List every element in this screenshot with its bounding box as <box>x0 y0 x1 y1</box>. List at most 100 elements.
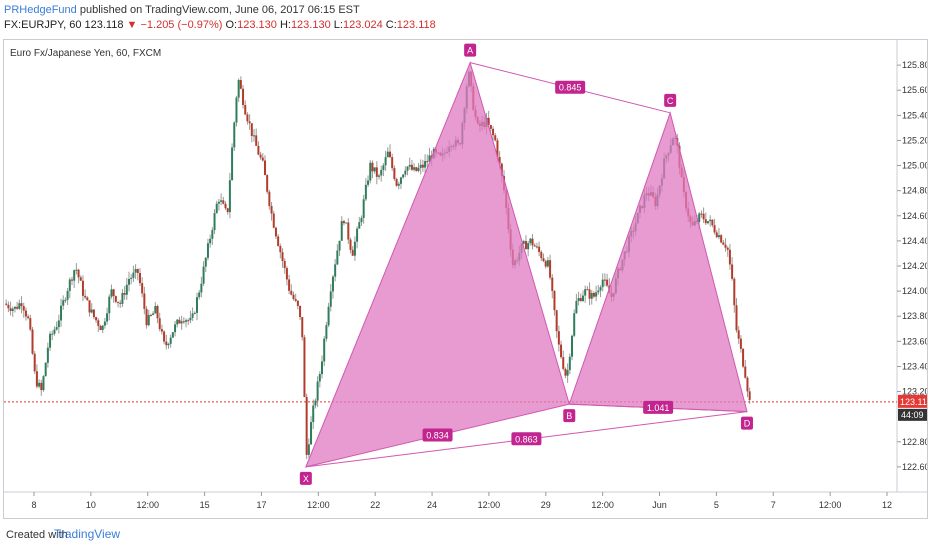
candle-body <box>75 269 78 271</box>
candle-body <box>404 170 407 175</box>
candle-body <box>527 243 530 250</box>
candle-body <box>268 191 271 206</box>
candle-body <box>310 422 313 445</box>
candle-body <box>353 241 356 256</box>
candle-body <box>535 246 538 248</box>
candle-body <box>84 295 87 298</box>
candle-body <box>575 300 578 314</box>
candle-body <box>373 167 376 172</box>
candle-body <box>176 319 179 325</box>
author-link[interactable]: PRHedgeFund <box>4 4 77 16</box>
candle-body <box>255 135 258 146</box>
candle-body <box>215 203 218 214</box>
price-tick-label: 125.200 <box>902 135 927 145</box>
candle-body <box>415 167 418 171</box>
candle-body <box>198 292 201 298</box>
candle-body <box>568 356 571 371</box>
candle-body <box>200 283 203 293</box>
candle-body <box>327 306 330 326</box>
candle-body <box>77 269 80 278</box>
tradingview-logo[interactable]: TradingView <box>54 527 121 541</box>
candle-body <box>213 213 216 231</box>
time-tick-label: 5 <box>714 500 719 510</box>
candle-body <box>395 178 398 186</box>
candle-body <box>294 299 297 301</box>
ratio-label-bd: 1.041 <box>647 403 670 413</box>
price-tick-label: 124.600 <box>902 211 927 221</box>
candle-body <box>130 277 133 280</box>
time-tick-label: 12:00 <box>136 500 159 510</box>
candle-body <box>748 391 751 400</box>
candle-body <box>285 268 288 280</box>
candle-body <box>419 164 422 168</box>
candle-body <box>141 283 144 294</box>
candle-body <box>16 306 19 309</box>
ratio-label-ac: 0.845 <box>559 83 582 93</box>
candle-body <box>744 366 747 378</box>
candle-body <box>296 300 299 306</box>
candle-body <box>35 371 38 387</box>
candle-body <box>597 290 600 293</box>
candle-body <box>584 289 587 296</box>
candle-body <box>60 305 63 321</box>
candle-body <box>494 135 497 141</box>
candle-body <box>44 362 47 377</box>
pattern-point-b: B <box>566 411 572 421</box>
candle-body <box>9 308 12 311</box>
candle-body <box>704 219 707 224</box>
candle-body <box>369 162 372 181</box>
ratio-label-box <box>643 400 674 414</box>
price-tick-label: 125.800 <box>902 60 927 70</box>
candle-body <box>22 306 25 311</box>
ratio-label-xb: 0.834 <box>426 431 449 441</box>
candle-body <box>709 219 712 222</box>
candle-body <box>551 277 554 292</box>
candle-body <box>325 325 328 339</box>
candle-body <box>202 266 205 284</box>
candle-body <box>533 245 536 247</box>
candle-body <box>283 260 286 269</box>
candle-body <box>193 312 196 314</box>
candle-body <box>158 318 161 330</box>
current-price-label: 123.118 <box>900 397 927 407</box>
time-tick-label: 12:00 <box>478 500 501 510</box>
candle-body <box>270 205 273 214</box>
candle-body <box>110 289 113 297</box>
candle-body <box>393 168 396 179</box>
candle-body <box>222 200 225 204</box>
candle-body <box>318 374 321 382</box>
publish-info: published on TradingView.com, June 06, 2… <box>79 4 360 16</box>
candle-body <box>288 279 291 291</box>
price-tick-label: 122.600 <box>902 462 927 472</box>
candle-body <box>713 225 716 233</box>
candle-body <box>299 305 302 318</box>
ratio-label-box <box>422 428 453 442</box>
candle-body <box>524 241 527 250</box>
candle-body <box>555 310 558 332</box>
price-tick-label: 125.600 <box>902 85 927 95</box>
candle-body <box>522 241 525 244</box>
candle-body <box>564 368 567 376</box>
open-label: O: <box>225 19 238 31</box>
candle-body <box>549 260 552 278</box>
price-chart[interactable]: 125.800 125.600 125.400 125.200 125.000 124.8… <box>4 40 932 518</box>
candle-body <box>577 298 580 301</box>
candle-body <box>356 228 359 242</box>
candle-body <box>195 297 198 313</box>
candle-body <box>388 151 391 158</box>
candle-body <box>312 405 315 423</box>
candle-body <box>171 332 174 338</box>
candle-body <box>53 329 56 334</box>
candle-body <box>257 145 260 155</box>
time-tick-label: 7 <box>771 500 776 510</box>
chart-frame: 125.800 125.600 125.400 125.200 125.000 124.8… <box>3 39 932 519</box>
candle-body <box>40 382 43 391</box>
candle-body <box>410 164 413 170</box>
candle-body <box>187 320 190 322</box>
candle-body <box>182 321 185 323</box>
candle-body <box>154 306 157 314</box>
candle-body <box>231 147 234 181</box>
time-tick-label: 22 <box>370 500 380 510</box>
pattern-point-x: X <box>303 474 309 484</box>
candle-body <box>132 272 135 278</box>
